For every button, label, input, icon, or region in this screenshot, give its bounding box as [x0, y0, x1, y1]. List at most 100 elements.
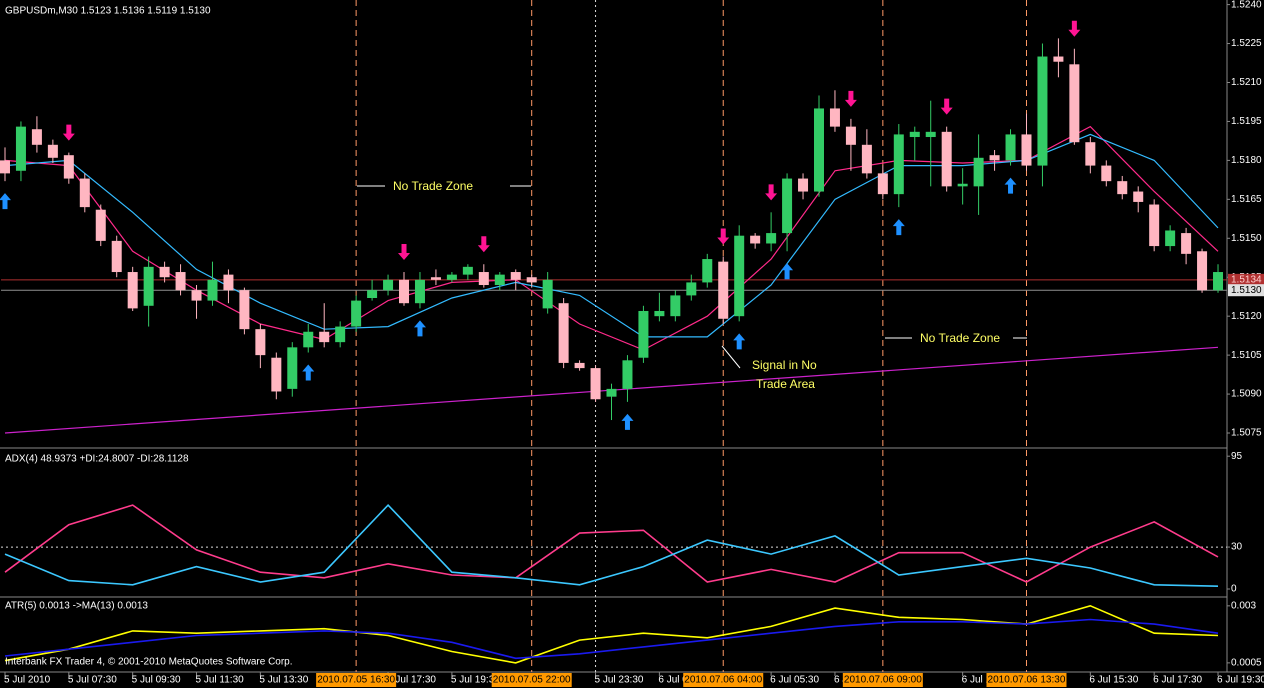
- x-tick-label: 5 Jul 11:30: [196, 675, 245, 686]
- buy-arrow: [302, 364, 315, 381]
- candle-body: [191, 290, 202, 301]
- candle-body: [989, 155, 1000, 161]
- price-label: 1.5134: [1231, 274, 1262, 285]
- candle-body: [111, 240, 122, 273]
- candle-body: [414, 279, 425, 304]
- candle-body: [223, 274, 234, 291]
- candle-body: [143, 266, 154, 306]
- buy-arrow: [1004, 177, 1017, 194]
- candle-body: [0, 160, 10, 174]
- sell-arrow: [940, 98, 953, 115]
- event-label-box: [842, 673, 923, 687]
- buy-arrow: [0, 193, 11, 210]
- y-tick-label: 1.5090: [1231, 389, 1262, 400]
- candle-body: [159, 266, 170, 278]
- candle-body: [718, 261, 729, 319]
- candle-body: [494, 274, 505, 286]
- y-tick-label: 1.5210: [1231, 77, 1262, 88]
- candle-body: [893, 134, 904, 195]
- indicator-title: ATR(5) 0.0013 ->MA(13) 0.0013: [5, 601, 148, 612]
- candle-body: [861, 144, 872, 174]
- y-tick-label: 1.5195: [1231, 116, 1262, 127]
- candle-body: [1213, 272, 1224, 291]
- candle-body: [1069, 64, 1080, 143]
- y-tick-label: 0: [1231, 584, 1237, 595]
- y-tick-label: 1.5120: [1231, 311, 1262, 322]
- x-tick-label: 5 Jul 17:30: [387, 675, 436, 686]
- moving-average: [4, 133, 1219, 338]
- x-tick-label: 6 Jul 15:30: [1089, 675, 1138, 686]
- candle-body: [175, 272, 186, 291]
- indicator-title: ADX(4) 48.9373 +DI:24.8007 -DI:28.1128: [5, 454, 189, 465]
- candle-body: [638, 310, 649, 358]
- indicator-line: [4, 503, 1219, 587]
- candle-body: [702, 259, 713, 283]
- candle-body: [909, 131, 920, 138]
- candle-body: [47, 144, 58, 158]
- candle-body: [1149, 204, 1160, 247]
- candle-body: [367, 290, 378, 298]
- x-tick-label: 5 Jul 13:30: [259, 675, 308, 686]
- buy-arrow: [781, 263, 794, 280]
- candle-body: [1085, 142, 1096, 166]
- candle-body: [686, 282, 697, 296]
- y-tick-label: 1.5225: [1231, 38, 1262, 49]
- candle-body: [622, 360, 633, 389]
- y-tick-label: 95: [1231, 451, 1243, 462]
- sell-arrow: [717, 228, 730, 245]
- event-label-box: [986, 673, 1067, 687]
- candle-body: [239, 290, 250, 330]
- event-label-box: [316, 673, 397, 687]
- candle-body: [590, 368, 601, 400]
- footer: Interbank FX Trader 4, © 2001-2010 MetaQ…: [5, 657, 293, 668]
- candle-body: [31, 129, 42, 145]
- candle-body: [79, 178, 90, 208]
- candle-body: [845, 126, 856, 145]
- event-label: 2010.07.06 09:00: [844, 675, 922, 686]
- candle-body: [782, 178, 793, 234]
- candle-body: [654, 310, 665, 317]
- candle-body: [351, 300, 362, 327]
- candle-body: [255, 329, 266, 356]
- y-tick-label: 1.5105: [1231, 350, 1262, 361]
- event-label-box: [491, 673, 572, 687]
- candle-body: [1117, 181, 1128, 195]
- x-tick-label: 6 Jul 01:30: [658, 675, 707, 686]
- x-tick-label: 5 Jul 07:30: [68, 675, 117, 686]
- candle-body: [1021, 134, 1032, 166]
- x-tick-label: 6 Jul 17:30: [1153, 675, 1202, 686]
- candle-body: [574, 362, 585, 369]
- x-tick-label: 6 Jul 11:30: [962, 675, 1011, 686]
- candle-body: [1197, 251, 1208, 291]
- candle-body: [941, 131, 952, 187]
- price-label: 1.5130: [1231, 285, 1262, 296]
- price-label-box: [1228, 284, 1264, 297]
- sell-arrow: [477, 236, 490, 253]
- candle-body: [1005, 134, 1016, 161]
- price-label-box: [1228, 273, 1264, 286]
- y-tick-label: 1.5075: [1231, 428, 1262, 439]
- candle-body: [95, 209, 106, 241]
- annotation: No Trade Zone: [393, 179, 473, 193]
- event-label: 2010.07.05 16:30: [317, 675, 395, 686]
- sell-arrow: [844, 90, 857, 107]
- x-tick-label: 6 Jul 19:30: [1217, 675, 1264, 686]
- candle-body: [478, 272, 489, 286]
- candle-body: [558, 303, 569, 363]
- candle-body: [750, 235, 761, 244]
- candle-body: [670, 295, 681, 317]
- candle-body: [303, 331, 314, 348]
- candle-body: [335, 326, 346, 343]
- y-tick-label: 1.5150: [1231, 233, 1262, 244]
- candle-body: [925, 131, 936, 138]
- candle-body: [526, 277, 537, 283]
- candle-body: [1053, 56, 1064, 62]
- candle-body: [1101, 165, 1112, 182]
- candle-body: [734, 235, 745, 317]
- candle-body: [207, 279, 218, 301]
- indicator-line: [4, 618, 1219, 660]
